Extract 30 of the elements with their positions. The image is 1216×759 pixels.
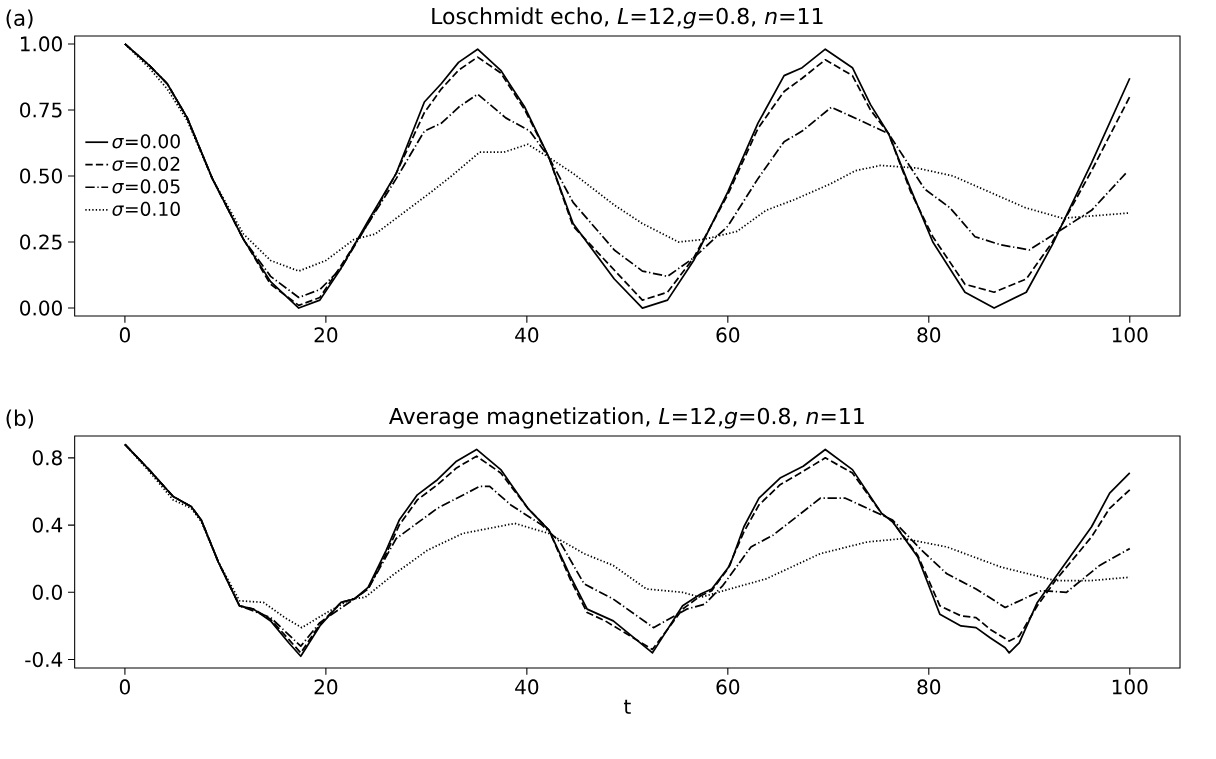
x-tick-label: 80: [917, 327, 941, 343]
y-tick-label: 0.00: [20, 300, 62, 316]
text: (b): [6, 409, 34, 429]
y-tick-label: -0.4: [25, 652, 63, 668]
x-tick-label: 60: [716, 327, 740, 343]
x-tick-label: 0: [119, 327, 130, 343]
text: (a): [6, 9, 33, 29]
x-tick-label: 20: [314, 327, 338, 343]
legend-label: σ=0.00: [112, 134, 180, 149]
x-tick-label: 0: [119, 679, 130, 695]
y-tick-label: 0.50: [20, 168, 62, 184]
legend-label: σ=0.05: [112, 179, 180, 194]
x-tick-label: 80: [917, 679, 941, 695]
x-tick-label: 40: [515, 679, 539, 695]
x-axis-title: t: [623, 699, 631, 714]
x-tick-label: 100: [1112, 327, 1148, 343]
y-tick-label: 0.8: [32, 450, 62, 466]
x-tick-label: 20: [314, 679, 338, 695]
y-tick-label: 0.75: [20, 102, 62, 118]
legend-label: σ=0.10: [112, 202, 180, 217]
y-tick-label: 0.0: [32, 584, 62, 601]
y-tick-label: 1.00: [20, 36, 62, 52]
chart-title: Loschmidt echo, L=12,g=0.8, n=11: [432, 7, 823, 29]
y-tick-label: 0.25: [20, 234, 62, 250]
x-tick-label: 60: [716, 679, 740, 695]
x-tick-label: 40: [515, 327, 539, 343]
x-tick-label: 100: [1112, 679, 1148, 695]
chart-title: Average magnetization, L=12,g=0.8, n=11: [389, 407, 864, 429]
y-tick-label: 0.4: [32, 517, 63, 533]
legend-label: σ=0.02: [112, 156, 180, 172]
